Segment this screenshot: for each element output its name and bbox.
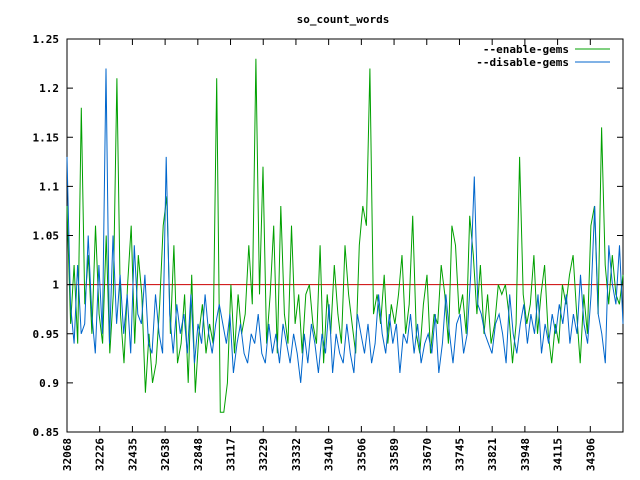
x-tick-label: 33589 xyxy=(388,438,401,471)
x-tick-label: 33229 xyxy=(257,438,270,471)
x-tick-label: 32226 xyxy=(94,438,107,471)
x-tick-label: 32068 xyxy=(61,438,74,471)
x-tick-label: 33410 xyxy=(323,438,336,471)
x-tick-label: 33670 xyxy=(421,438,434,471)
legend-label: --enable-gems xyxy=(483,43,569,56)
x-tick-label: 33745 xyxy=(453,438,466,471)
y-axis: 0.85 0.9 0.95 1 1.05 1.1 1.15 1.2 1.25 xyxy=(33,33,623,439)
x-axis: 32068 32226 32435 32638 32848 33117 33229 33332… xyxy=(61,39,597,471)
x-tick-label: 32435 xyxy=(126,438,139,471)
chart-title: so_count_words xyxy=(297,13,390,26)
x-tick-label: 33332 xyxy=(290,438,303,471)
x-tick-label: 33948 xyxy=(519,438,532,471)
series-line-disable-gems xyxy=(66,68,624,383)
x-tick-label: 32848 xyxy=(192,438,205,471)
y-tick-label: 1.15 xyxy=(33,131,60,144)
y-tick-label: 0.85 xyxy=(33,426,60,439)
x-tick-label: 34306 xyxy=(584,438,597,471)
x-tick-label: 34115 xyxy=(552,438,565,471)
y-tick-label: 1 xyxy=(52,279,59,292)
x-tick-label: 32638 xyxy=(159,438,172,471)
y-tick-label: 0.9 xyxy=(39,377,59,390)
y-tick-label: 1.1 xyxy=(39,180,59,193)
legend: --enable-gems--disable-gems xyxy=(476,43,610,69)
y-tick-label: 1.25 xyxy=(33,33,60,46)
y-tick-label: 1.05 xyxy=(33,230,60,243)
x-tick-label: 33506 xyxy=(355,438,368,471)
plot-area xyxy=(66,38,624,433)
legend-label: --disable-gems xyxy=(476,56,569,69)
x-tick-label: 33821 xyxy=(486,438,499,471)
x-tick-label: 33117 xyxy=(225,438,238,471)
series-line-enable-gems xyxy=(66,58,624,413)
y-tick-label: 1.2 xyxy=(39,82,59,95)
plot-frame xyxy=(66,38,624,433)
y-tick-label: 0.95 xyxy=(33,328,60,341)
